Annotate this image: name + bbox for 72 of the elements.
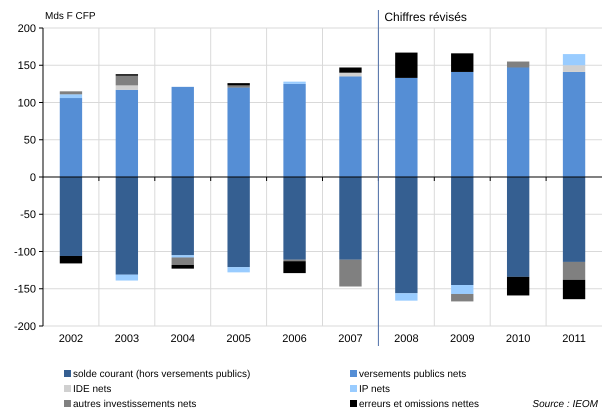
bar <box>60 94 82 98</box>
legend-label: versements publics nets <box>359 369 466 380</box>
ref-line-label: Chiffres révisés <box>384 10 467 24</box>
bar <box>506 62 530 68</box>
y-tick-label: 100 <box>18 97 36 110</box>
y-tick-label: 150 <box>18 60 36 72</box>
y-tick-label: 200 <box>18 22 36 35</box>
bar <box>283 261 306 274</box>
bar <box>451 285 474 294</box>
bar <box>227 85 250 88</box>
bar <box>283 177 306 260</box>
x-tick-label: 2009 <box>450 333 474 345</box>
legend-label: IP nets <box>359 384 390 395</box>
bar <box>172 264 194 269</box>
bar <box>227 177 250 268</box>
legend-label: autres investissements nets <box>73 399 196 410</box>
bar <box>562 262 586 280</box>
bar <box>506 67 530 177</box>
bar <box>395 52 418 78</box>
bar <box>506 177 530 277</box>
y-tick-label: -100 <box>14 246 36 258</box>
bar <box>451 53 474 72</box>
x-tick-label: 2002 <box>58 333 84 345</box>
y-tick-label: 50 <box>24 134 36 147</box>
y-tick-label: -200 <box>14 320 36 333</box>
bar <box>60 256 82 264</box>
bar <box>562 177 586 262</box>
bar <box>395 177 418 294</box>
bar <box>339 177 362 260</box>
bar <box>339 67 362 73</box>
x-tick-label: 2011 <box>562 333 586 345</box>
x-tick-label: 2004 <box>170 333 195 345</box>
bar <box>339 260 362 287</box>
bar <box>227 267 250 272</box>
bar <box>283 84 306 177</box>
x-tick-label: 2007 <box>338 333 363 345</box>
y-axis-title: Mds F CFP <box>45 11 96 22</box>
bar <box>562 72 586 177</box>
bar <box>339 76 362 177</box>
bar <box>60 91 82 94</box>
bar <box>116 76 138 86</box>
x-tick-label: 2010 <box>506 333 530 345</box>
bar <box>506 276 530 296</box>
y-tick-label: -150 <box>14 284 36 296</box>
x-tick-label: 2006 <box>282 333 307 345</box>
bar <box>116 274 138 281</box>
source-note: Source : IEOM <box>532 399 599 410</box>
x-tick-label: 2008 <box>394 333 419 345</box>
bar <box>60 177 82 256</box>
x-tick-label: 2005 <box>226 333 251 345</box>
bar <box>172 257 194 265</box>
legend-label: IDE nets <box>73 384 112 395</box>
x-tick-label: 2003 <box>114 333 140 345</box>
legend-label: solde courant (hors versements publics) <box>73 369 250 380</box>
bar <box>395 293 418 301</box>
legend-label: erreurs et omissions nettes <box>359 399 480 410</box>
bar <box>116 177 138 275</box>
bar <box>395 78 418 177</box>
bar <box>451 72 474 177</box>
bar <box>562 280 586 300</box>
bar <box>562 54 586 66</box>
bar <box>116 90 138 177</box>
bar <box>339 72 362 76</box>
bar <box>451 294 474 302</box>
bar <box>172 86 194 177</box>
y-tick-label: -50 <box>20 209 36 222</box>
bar <box>451 177 474 286</box>
bar <box>227 88 250 177</box>
bar <box>60 98 82 177</box>
bar <box>172 177 194 256</box>
y-tick-label: 0 <box>30 172 36 184</box>
bar <box>116 85 138 90</box>
